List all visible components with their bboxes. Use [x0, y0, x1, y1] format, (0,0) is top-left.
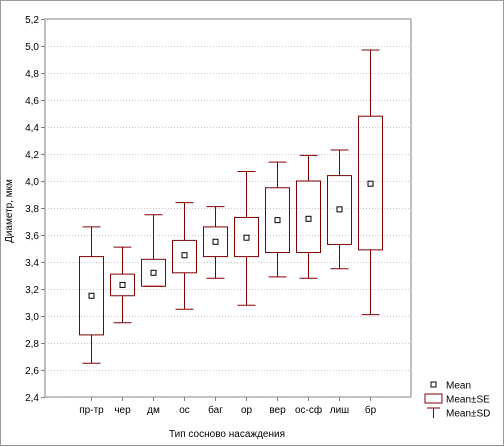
se-box	[110, 273, 135, 297]
mean-marker	[119, 281, 126, 288]
y-tick-label: 4,4	[25, 123, 39, 134]
y-tick-label: 4,8	[25, 69, 39, 80]
y-tick-label: 2,4	[25, 393, 39, 404]
mean-marker	[274, 217, 281, 224]
y-tick-label: 3,6	[25, 231, 39, 242]
se-box	[265, 187, 290, 254]
marks-layer	[79, 49, 383, 364]
se-box	[172, 239, 197, 274]
mean-marker	[181, 252, 188, 259]
x-tick-label-10: бр	[365, 404, 377, 416]
se-box	[358, 115, 383, 251]
se-box	[234, 216, 259, 258]
y-axis-title: Диаметр, мкм	[4, 179, 15, 243]
se-box	[79, 256, 104, 336]
axis-layer: 2,4 2,6 2,8 3,0 3,2 3,4 3,6 3,8 4,0 4,2 4,4 4,6 4,8 5…	[25, 15, 376, 416]
se-box	[327, 175, 352, 245]
se-box	[203, 226, 228, 258]
x-tick-label-6: ор	[241, 405, 253, 416]
y-tick-label: 4,6	[25, 96, 39, 107]
y-tick-label: 2,6	[25, 366, 39, 377]
grid-layer	[44, 18, 412, 398]
y-tick-label: 3,8	[25, 204, 39, 215]
mean-marker	[150, 269, 157, 276]
y-tick-label: 2,8	[25, 339, 39, 350]
legend-se-symbol	[424, 393, 443, 404]
mean-marker	[336, 206, 343, 213]
y-tick-label: 5,2	[25, 15, 39, 26]
x-tick-label-9: лиш	[330, 405, 349, 416]
x-tick-label-4: ос	[179, 405, 190, 416]
mean-marker	[212, 238, 219, 245]
se-box	[296, 180, 321, 254]
y-tick-label: 5,0	[25, 42, 39, 53]
x-tick-label-5: баг	[208, 404, 223, 416]
y-tick-label: 3,2	[25, 285, 39, 296]
y-tick-label: 4,2	[25, 150, 39, 161]
mean-marker	[305, 215, 312, 222]
mean-marker	[367, 180, 374, 187]
legend: Mean Mean±SE Mean±SD	[424, 381, 490, 420]
legend-mean-symbol	[430, 381, 437, 388]
legend-label-mean: Mean	[446, 381, 471, 392]
se-box	[141, 258, 166, 287]
y-tick-label: 4,0	[25, 177, 39, 188]
y-tick-label: 3,4	[25, 258, 39, 269]
x-tick-label-8: ос-сф	[295, 404, 322, 416]
x-axis-title: Тип сосново насаждения	[169, 429, 285, 440]
legend-label-sd: Mean±SD	[446, 409, 490, 420]
y-tick-label: 3,0	[25, 312, 39, 323]
legend-label-se: Mean±SE	[446, 395, 490, 406]
x-tick-label-3: дм	[147, 405, 160, 416]
x-tick-label-2: чер	[114, 405, 131, 416]
x-tick-label-1: пр-тр	[79, 405, 104, 416]
mean-marker	[88, 292, 95, 299]
mean-marker	[243, 234, 250, 241]
x-tick-label-7: вер	[269, 405, 286, 416]
